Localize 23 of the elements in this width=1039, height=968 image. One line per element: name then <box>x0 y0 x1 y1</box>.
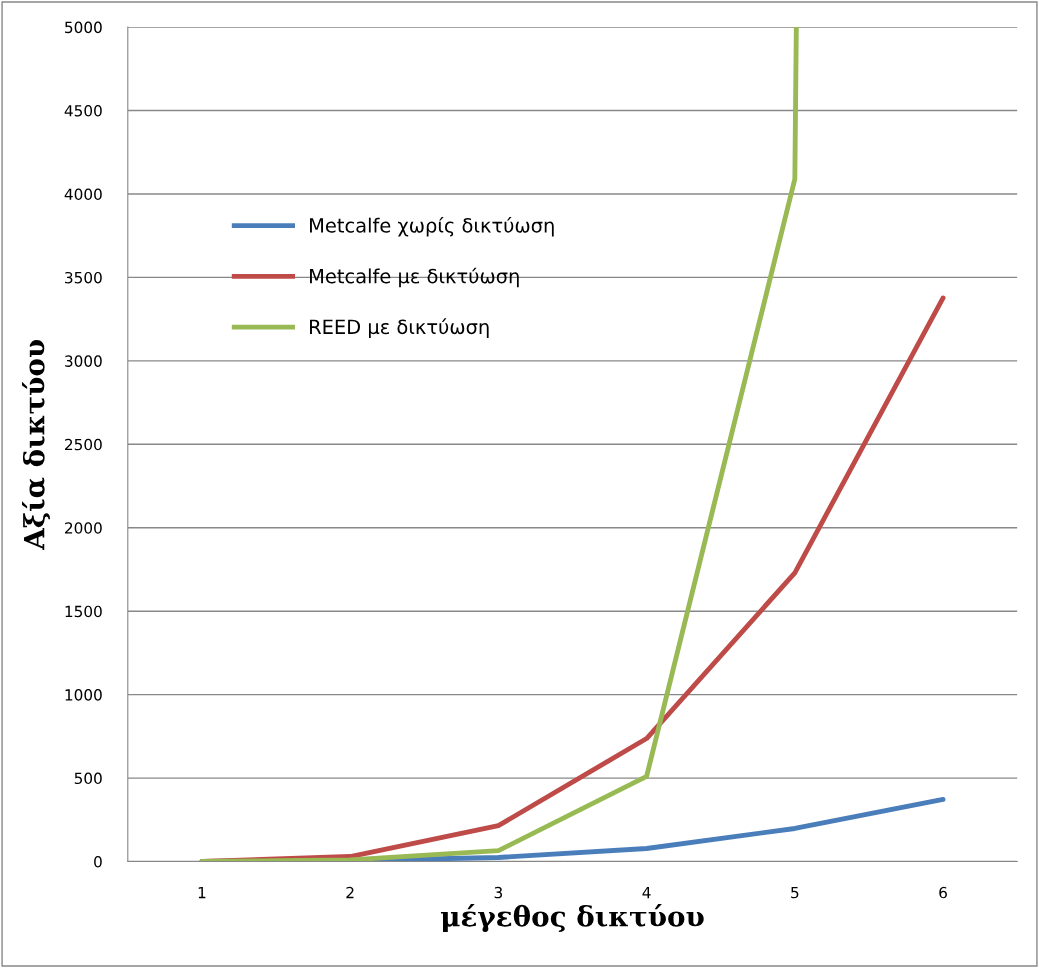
y-axis-title: Αξία δικτύου <box>22 339 51 551</box>
x-tick-label: 3 <box>494 886 503 899</box>
y-tick-label: 4500 <box>64 105 102 117</box>
y-tick-label: 5000 <box>65 21 102 34</box>
y-tick-label: 1500 <box>65 605 102 618</box>
x-tick-label: 2 <box>346 886 354 899</box>
legend-label: Metcalfe χωρίς δικτύωση <box>310 216 554 237</box>
y-tick-label: 500 <box>74 772 102 785</box>
line-series <box>199 27 799 862</box>
x-tick-label: 5 <box>791 886 799 899</box>
y-tick-label: 2000 <box>65 522 102 534</box>
y-tick-label: 3500 <box>65 271 102 284</box>
legend-label: REED με δικτύωση <box>310 318 489 338</box>
y-tick-label: 1000 <box>65 689 102 701</box>
x-tick-label: 6 <box>939 886 947 899</box>
y-tick-label: 2500 <box>65 438 102 451</box>
y-tick-label: 3000 <box>65 355 102 367</box>
x-tick-label: 1 <box>198 886 206 899</box>
legend-label: Metcalfe με δικτύωση <box>310 267 519 288</box>
y-tick-label: 0 <box>94 855 102 868</box>
x-axis-title: μέγεθος δικτύου <box>440 904 704 933</box>
x-tick-label: 4 <box>642 886 651 899</box>
y-tick-label: 4000 <box>64 188 102 201</box>
